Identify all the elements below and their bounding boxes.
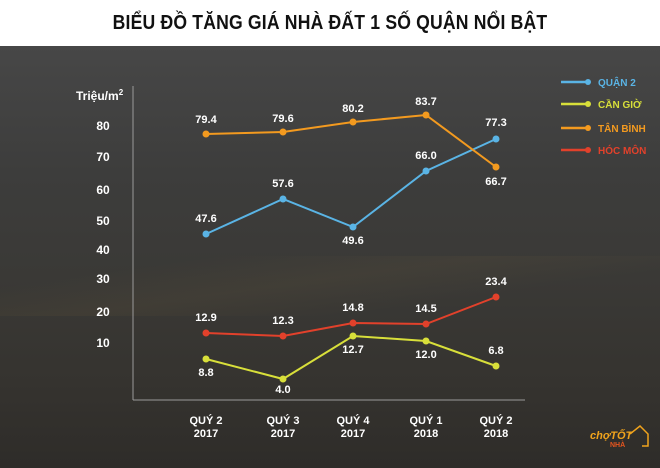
series-line [205,138,497,235]
data-label: 6.8 [488,345,503,357]
legend-label: CẦN GIỜ [598,98,642,111]
data-point[interactable] [492,362,500,370]
x-tick-label: QUÝ 1 [409,414,442,427]
legend-item: TÂN BÌNH [561,122,646,135]
x-tick-label: QUÝ 2 [479,414,512,427]
data-label: 57.6 [272,178,293,190]
legend-label: QUẬN 2 [598,76,636,89]
data-point[interactable] [349,332,357,340]
series-cần-giờ: 8.8 4.0 12.7 12.0 6.8 [198,332,504,396]
data-point[interactable] [422,111,430,119]
y-tick-label: 80 [96,119,110,133]
data-point[interactable] [422,320,430,328]
data-point[interactable] [492,163,500,171]
data-point[interactable] [492,135,500,143]
legend-item: CẦN GIỜ [561,98,642,111]
x-tick-label-year: 2017 [341,428,365,440]
data-point[interactable] [202,230,210,238]
series-quận-2: 47.6 57.6 49.6 66.0 77.3 [195,117,506,247]
series-hóc-môn: 12.9 12.3 14.8 14.5 23.4 [195,276,508,340]
data-point[interactable] [492,293,500,301]
legend-marker [585,125,591,131]
x-tick-label: QUÝ 4 [336,414,370,427]
data-point[interactable] [202,329,210,337]
data-label: 79.6 [272,113,293,125]
data-point[interactable] [279,375,287,383]
x-tick-label-year: 2017 [271,428,295,440]
series-line [205,334,497,381]
x-tick-label-year: 2017 [194,428,218,440]
data-label: 23.4 [485,276,507,288]
x-tick-label-year: 2018 [414,428,438,440]
chart-panel [0,46,660,468]
chart-title: BIỂU ĐỒ TĂNG GIÁ NHÀ ĐẤT 1 SỐ QUẬN NỔI B… [112,11,548,34]
background-photo-overlay [0,256,660,316]
legend-marker [585,101,591,107]
data-point[interactable] [202,130,210,138]
y-tick-label: 40 [96,243,110,257]
data-label: 12.0 [415,349,436,361]
y-tick-label: 70 [96,150,110,164]
y-tick-label: 50 [96,214,110,228]
data-point[interactable] [279,332,287,340]
data-label: 12.3 [272,315,293,327]
data-point[interactable] [422,167,430,175]
y-tick-label: 30 [96,272,110,286]
data-label: 14.5 [415,303,436,315]
data-point[interactable] [279,195,287,203]
data-point[interactable] [279,128,287,136]
legend: QUẬN 2 CẦN GIỜ TÂN BÌNH HÓC MÔN [561,76,646,157]
data-label: 12.9 [195,312,216,324]
data-point[interactable] [349,319,357,327]
legend-marker [585,147,591,153]
y-tick-label: 20 [96,305,110,319]
data-point[interactable] [422,337,430,345]
legend-item: HÓC MÔN [561,144,646,157]
house-icon [629,424,649,447]
data-label: 8.8 [198,367,213,379]
data-label: 66.7 [485,176,506,188]
data-label: 4.0 [275,384,290,396]
x-tick-label: QUÝ 2 [189,414,222,427]
y-tick-label: 60 [96,183,110,197]
data-point[interactable] [349,223,357,231]
series-tân-bình: 79.4 79.6 80.2 83.7 66.7 [195,96,506,188]
data-label: 83.7 [415,96,436,108]
logo-brand-top: chợTỐT [590,430,633,442]
data-point[interactable] [349,118,357,126]
x-tick-label: QUÝ 3 [266,414,299,427]
legend-label: TÂN BÌNH [598,122,646,135]
y-axis-title: Triệu/m2 [76,88,124,103]
data-point[interactable] [202,355,210,363]
data-label: 47.6 [195,213,216,225]
data-label: 80.2 [342,103,363,115]
x-tick-label-year: 2018 [484,428,508,440]
data-label: 77.3 [485,117,506,129]
series-lines: 47.6 57.6 49.6 66.0 77.3 8.8 4.0 12.7 12.0 6.8 79.… [195,96,507,396]
y-axis-ticks: 10 20 30 40 50 60 70 80 [96,119,110,350]
logo-brand-bottom: NHÀ [610,442,626,449]
data-label: 66.0 [415,150,436,162]
legend-label: HÓC MÔN [598,144,646,157]
data-label: 12.7 [342,344,363,356]
legend-marker [585,79,591,85]
legend-item: QUẬN 2 [561,76,636,89]
data-label: 49.6 [342,235,363,247]
data-label: 14.8 [342,302,363,314]
axes: Triệu/m2 [76,86,525,401]
y-tick-label: 10 [96,336,110,350]
data-label: 79.4 [195,114,217,126]
chotot-nha-logo: chợTỐT NHÀ [590,422,650,452]
